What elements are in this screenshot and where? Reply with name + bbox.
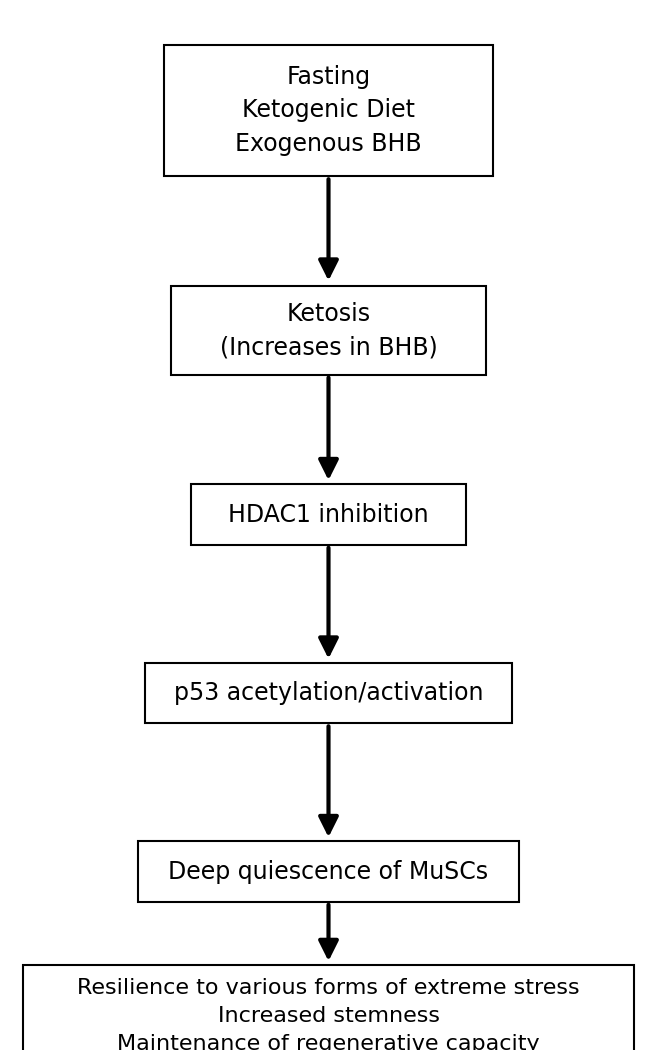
Text: Resilience to various forms of extreme stress
Increased stemness
Maintenance of : Resilience to various forms of extreme s… [77,979,580,1050]
FancyBboxPatch shape [145,663,512,723]
Text: Ketosis
(Increases in BHB): Ketosis (Increases in BHB) [219,302,438,359]
FancyBboxPatch shape [171,286,486,375]
Text: Deep quiescence of MuSCs: Deep quiescence of MuSCs [168,860,489,883]
FancyBboxPatch shape [191,484,466,545]
Text: Fasting
Ketogenic Diet
Exogenous BHB: Fasting Ketogenic Diet Exogenous BHB [235,65,422,155]
Text: HDAC1 inhibition: HDAC1 inhibition [228,503,429,526]
FancyBboxPatch shape [23,965,634,1050]
Text: p53 acetylation/activation: p53 acetylation/activation [173,681,484,705]
FancyBboxPatch shape [138,841,519,902]
FancyBboxPatch shape [164,44,493,175]
